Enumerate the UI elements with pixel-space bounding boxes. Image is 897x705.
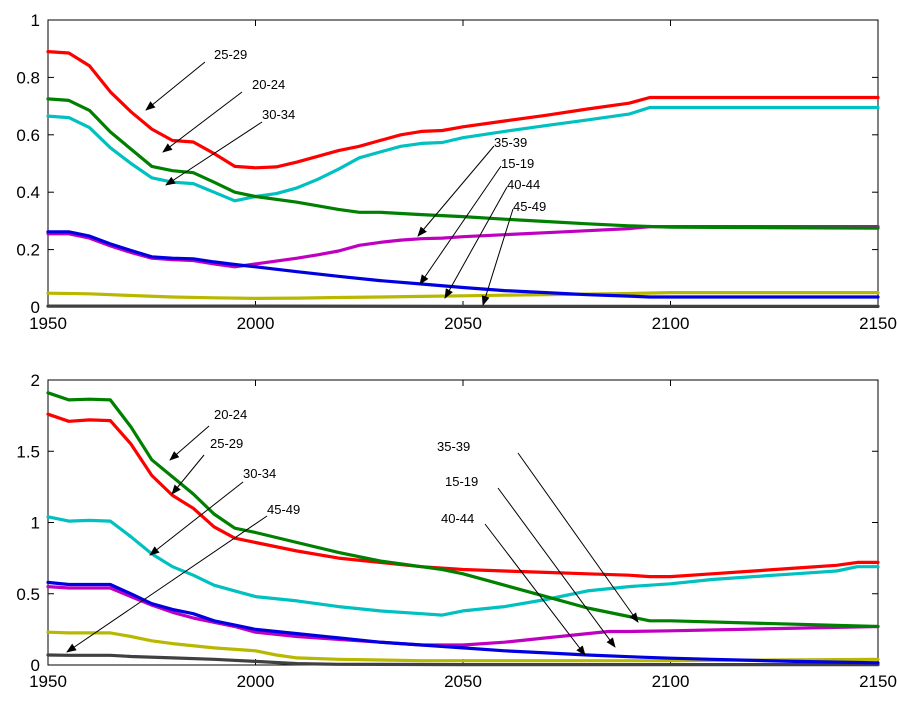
series-line <box>48 108 878 201</box>
y-tick-label: 2 <box>31 371 40 390</box>
series-line <box>48 99 878 228</box>
annotation-label: 20-24 <box>214 407 247 422</box>
y-tick-label: 1 <box>31 514 40 533</box>
x-tick-label: 2000 <box>237 314 275 333</box>
annotation-label: 35-39 <box>494 135 527 150</box>
series-line <box>48 52 878 168</box>
annotation-label: 25-29 <box>214 47 247 62</box>
series-line <box>48 232 878 297</box>
x-tick-label: 2050 <box>444 672 482 691</box>
y-tick-label: 0.8 <box>16 68 40 87</box>
x-tick-label: 2100 <box>652 314 690 333</box>
annotation-arrow <box>498 488 615 647</box>
x-tick-label: 2150 <box>859 314 897 333</box>
annotation-arrow <box>418 146 494 236</box>
series-line <box>48 517 878 615</box>
annotation-arrow <box>166 122 262 185</box>
annotation-arrow <box>150 482 243 555</box>
annotation-label: 40-44 <box>441 511 474 526</box>
annotation-label: 35-39 <box>437 439 470 454</box>
y-tick-label: 1 <box>31 11 40 30</box>
series-line <box>48 393 878 627</box>
annotation-label: 40-44 <box>507 177 540 192</box>
annotation-label: 25-29 <box>210 436 243 451</box>
y-tick-label: 0 <box>31 656 40 675</box>
annotation-label: 30-34 <box>243 466 276 481</box>
annotation-arrow <box>485 524 585 655</box>
series-line <box>48 587 878 645</box>
y-tick-label: 0.5 <box>16 585 40 604</box>
x-tick-label: 2050 <box>444 314 482 333</box>
series-line <box>48 227 878 267</box>
x-tick-label: 2150 <box>859 672 897 691</box>
annotation-group: 25-29 20-24 30-34 35-39 15-19 40-44 45-49 <box>146 47 546 305</box>
annotation-arrow <box>146 62 205 110</box>
series-group <box>48 393 878 665</box>
annotation-arrow <box>445 187 507 298</box>
x-tick-label: 2100 <box>652 672 690 691</box>
plot-frame <box>48 20 878 307</box>
y-tick-label: 1.5 <box>16 442 40 461</box>
y-tick-label: 0 <box>31 298 40 317</box>
annotation-arrow <box>170 426 209 460</box>
annotation-label: 45-49 <box>267 502 300 517</box>
annotation-label: 15-19 <box>445 474 478 489</box>
y-tick-label: 0.2 <box>16 241 40 260</box>
y-tick-label: 0.6 <box>16 126 40 145</box>
annotation-label: 20-24 <box>252 77 285 92</box>
annotation-arrow <box>420 166 501 284</box>
x-tick-label: 2000 <box>237 672 275 691</box>
annotation-label: 15-19 <box>501 156 534 171</box>
series-group <box>48 52 878 307</box>
y-tick-label: 0.4 <box>16 183 40 202</box>
annotation-label: 45-49 <box>513 199 546 214</box>
annotation-label: 30-34 <box>262 107 295 122</box>
